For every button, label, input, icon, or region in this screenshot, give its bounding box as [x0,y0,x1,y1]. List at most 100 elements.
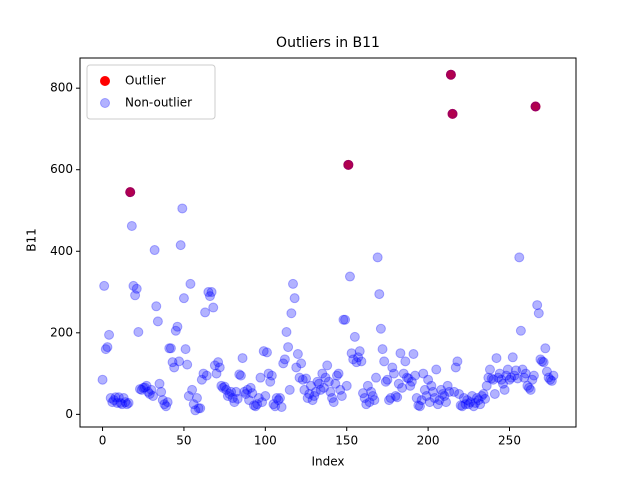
point [162,397,173,408]
point [384,395,395,406]
point [392,392,403,403]
legend-label: Outlier [125,74,166,88]
point [146,384,157,395]
legend-box [86,64,216,120]
point [271,393,282,404]
point [100,344,111,355]
point [333,368,344,379]
point [125,187,136,198]
y-tick-label: 200 [50,325,73,339]
point [188,399,199,410]
point [372,252,383,263]
point [125,187,136,198]
point [104,329,115,340]
point [494,368,505,379]
point [283,342,294,353]
point [431,364,442,375]
point [108,395,119,406]
point [118,393,129,404]
y-axis-label: B11 [25,228,39,252]
point [297,374,308,385]
point [361,399,372,410]
point [535,354,546,365]
point [411,393,422,404]
point [532,300,543,311]
point [504,374,515,385]
point [281,326,292,337]
point [410,370,421,381]
point [468,401,479,412]
point [541,366,552,377]
point [344,271,355,282]
point [441,397,452,408]
point [511,365,522,376]
point [134,384,145,395]
point [136,384,147,395]
point [133,326,144,337]
point [265,376,276,387]
x-tick-label: 150 [335,434,358,448]
point [206,287,217,298]
point [154,378,165,389]
point [144,388,155,399]
point [302,393,313,404]
point [278,358,289,369]
point [310,386,321,397]
point [522,380,533,391]
point [331,370,342,381]
point [413,400,424,411]
point [112,397,123,408]
point [390,391,401,402]
point [224,388,235,399]
point [169,362,180,373]
point [445,69,456,80]
point [296,358,307,369]
point [501,370,512,381]
point [341,380,352,391]
point [309,391,320,402]
point [405,380,416,391]
point [432,399,443,410]
point [231,386,242,397]
point [471,393,482,404]
point [351,357,362,368]
point [424,397,435,408]
point [356,356,367,367]
point [183,391,194,402]
point [442,380,453,391]
point [408,349,419,360]
point [323,376,334,387]
point [102,342,113,353]
point [221,384,232,395]
point [120,397,131,408]
point [335,384,346,395]
point [286,308,297,319]
point [253,393,264,404]
point [292,349,303,360]
point [117,399,128,410]
point [203,287,214,298]
point [126,220,137,231]
point [338,314,349,325]
point [201,370,212,381]
point [367,391,378,402]
point [452,356,463,367]
point [247,388,258,399]
point [484,364,495,375]
point [395,348,406,359]
point [421,391,432,402]
point [473,395,484,406]
x-tick-label: 200 [417,434,440,448]
point [388,368,399,379]
point [537,356,548,367]
x-tick-label: 100 [254,434,277,448]
point [244,395,255,406]
point [458,393,469,404]
point [121,399,132,410]
point [261,347,272,358]
point [340,314,351,325]
point [284,384,295,395]
point [204,291,215,302]
point [240,388,251,399]
point [497,378,508,389]
